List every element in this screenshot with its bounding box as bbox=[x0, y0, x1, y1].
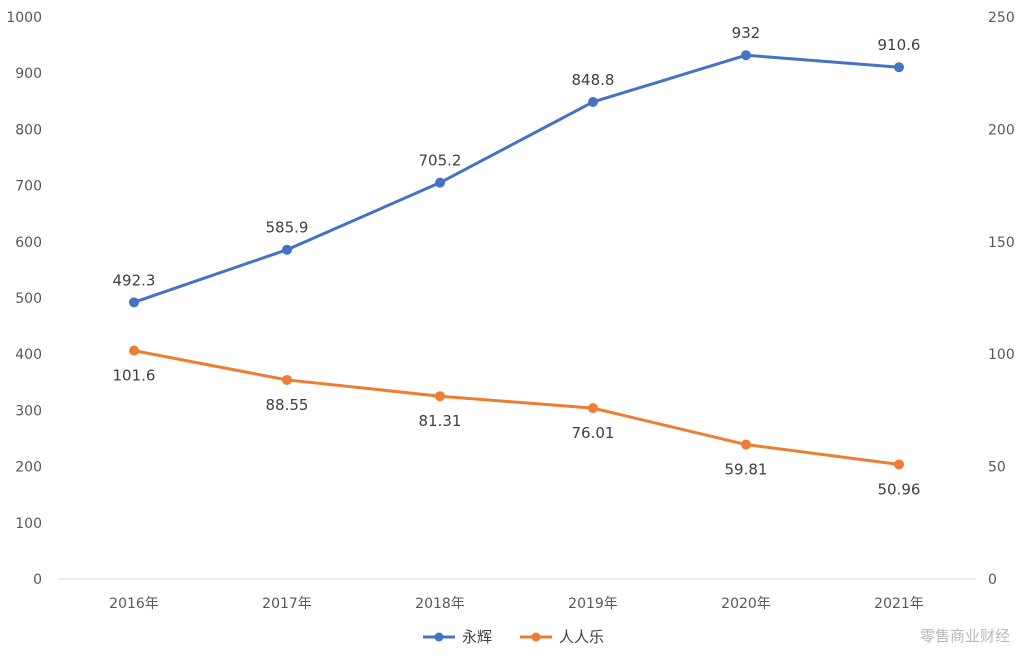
data-point[interactable] bbox=[129, 345, 139, 356]
data-label: 492.3 bbox=[113, 271, 156, 289]
x-axis-tick-label: 2019年 bbox=[568, 596, 618, 612]
left-axis-tick-label: 700 bbox=[15, 179, 42, 195]
right-axis-tick-label: 200 bbox=[988, 122, 1015, 138]
data-point[interactable] bbox=[894, 62, 904, 73]
left-axis-tick-label: 600 bbox=[15, 235, 42, 251]
series-line bbox=[133, 349, 900, 466]
left-axis-tick-label: 1000 bbox=[6, 10, 42, 26]
series-1: 101.6 88.55 81.31 76.01 59.81 50.96 bbox=[113, 345, 921, 498]
data-label: 932 bbox=[732, 24, 761, 42]
data-point[interactable] bbox=[282, 244, 292, 255]
left-axis-tick-label: 100 bbox=[15, 516, 42, 532]
right-axis-tick-label: 100 bbox=[988, 347, 1015, 363]
data-point[interactable] bbox=[129, 297, 139, 308]
left-axis-ticks: 0 100 200 300 400 500 600 700 800 900 1000 bbox=[6, 10, 42, 588]
left-axis-tick-label: 0 bbox=[33, 572, 42, 588]
left-axis-tick-label: 800 bbox=[15, 122, 42, 138]
data-point[interactable] bbox=[435, 391, 445, 402]
x-axis-tick-label: 2020年 bbox=[721, 596, 771, 612]
data-label: 81.31 bbox=[419, 412, 462, 430]
left-axis-tick-label: 200 bbox=[15, 460, 42, 476]
data-point[interactable] bbox=[435, 177, 445, 188]
x-axis-tick-label: 2021年 bbox=[874, 596, 924, 612]
legend-label-renrenle: 人人乐 bbox=[559, 628, 604, 646]
left-axis-tick-label: 500 bbox=[15, 291, 42, 307]
x-axis-ticks: 2016年 2017年 2018年 2019年 2020年 2021年 bbox=[109, 596, 924, 612]
data-label: 101.6 bbox=[113, 367, 156, 385]
left-axis-tick-label: 900 bbox=[15, 66, 42, 82]
data-label: 59.81 bbox=[725, 461, 768, 479]
left-axis-tick-label: 300 bbox=[15, 403, 42, 419]
data-label: 76.01 bbox=[572, 424, 615, 442]
legend-label-yonghui: 永辉 bbox=[462, 628, 492, 646]
right-axis-tick-label: 250 bbox=[988, 10, 1015, 26]
series-0: 492.3 585.9 705.2 848.8 932 910.6 bbox=[113, 24, 921, 308]
data-label: 705.2 bbox=[419, 152, 462, 170]
x-axis-tick-label: 2017年 bbox=[262, 596, 312, 612]
data-point[interactable] bbox=[894, 459, 904, 470]
watermark-text: 零售商业财经 bbox=[920, 627, 1010, 645]
legend-item-yonghui[interactable]: 永辉 bbox=[423, 628, 492, 646]
data-point[interactable] bbox=[588, 96, 598, 107]
data-label: 50.96 bbox=[878, 480, 921, 498]
right-axis-tick-label: 150 bbox=[988, 235, 1015, 251]
left-axis-tick-label: 400 bbox=[15, 347, 42, 363]
right-axis-ticks: 0 50 100 150 200 250 bbox=[988, 10, 1015, 588]
data-label: 910.6 bbox=[878, 36, 921, 54]
legend-swatch-marker bbox=[531, 632, 541, 642]
legend-swatch-marker bbox=[434, 632, 444, 642]
series-line bbox=[133, 53, 900, 304]
data-label: 585.9 bbox=[266, 219, 309, 237]
legend: 永辉 人人乐 bbox=[423, 628, 604, 646]
right-axis-tick-label: 0 bbox=[988, 572, 997, 588]
data-point[interactable] bbox=[741, 439, 751, 450]
series-layer: 492.3 585.9 705.2 848.8 932 910.6 101.6 88.55 81… bbox=[113, 24, 921, 498]
legend-item-renrenle[interactable]: 人人乐 bbox=[520, 628, 604, 646]
data-point[interactable] bbox=[741, 50, 751, 61]
x-axis-tick-label: 2018年 bbox=[415, 596, 465, 612]
data-label: 88.55 bbox=[266, 396, 309, 414]
right-axis-tick-label: 50 bbox=[988, 460, 1006, 476]
data-point[interactable] bbox=[588, 403, 598, 414]
x-axis-tick-label: 2016年 bbox=[109, 596, 159, 612]
data-label: 848.8 bbox=[572, 71, 615, 89]
data-point[interactable] bbox=[282, 374, 292, 385]
